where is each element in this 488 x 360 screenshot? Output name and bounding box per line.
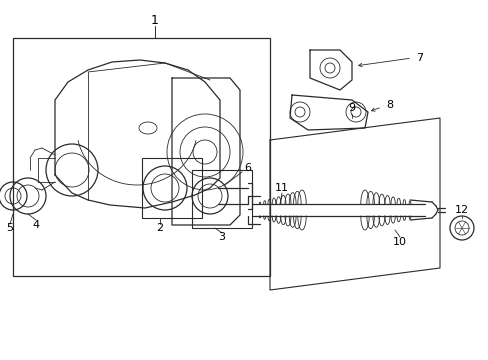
Text: 1: 1 bbox=[151, 14, 159, 27]
Text: 5: 5 bbox=[6, 223, 14, 233]
Text: 9: 9 bbox=[348, 103, 355, 113]
Bar bbox=[142, 158, 202, 218]
Bar bbox=[192, 170, 251, 228]
Text: 6: 6 bbox=[244, 163, 251, 173]
Text: 7: 7 bbox=[416, 53, 423, 63]
Text: 8: 8 bbox=[386, 100, 393, 110]
Text: 11: 11 bbox=[274, 183, 288, 193]
Bar bbox=[13, 38, 269, 276]
Text: 2: 2 bbox=[156, 223, 163, 233]
Text: 3: 3 bbox=[218, 232, 225, 242]
Text: 12: 12 bbox=[454, 205, 468, 215]
Text: 4: 4 bbox=[32, 220, 40, 230]
Text: 10: 10 bbox=[392, 237, 406, 247]
